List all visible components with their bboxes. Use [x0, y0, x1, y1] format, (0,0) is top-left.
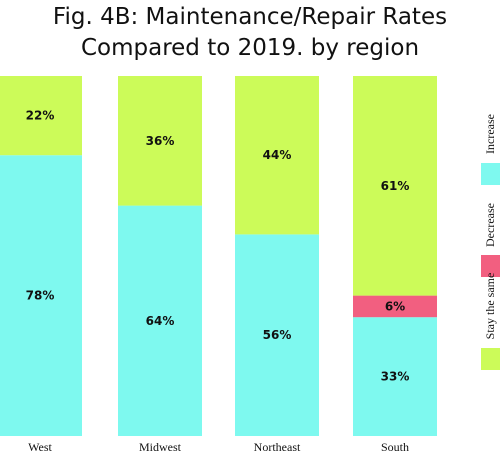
legend: Increase Decrease Stay the same: [481, 114, 500, 370]
value-labels-group: 78% 22% 64% 36% 56% 44% 33% 6% 61%: [26, 109, 410, 384]
value-label-south-increase: 33%: [381, 370, 410, 384]
category-labels-group: West Midwest Northeast South: [28, 440, 409, 454]
chart-title: Fig. 4B: Maintenance/Repair Rates Compar…: [0, 2, 500, 64]
value-label-west-increase: 78%: [26, 289, 55, 303]
category-label-south: South: [381, 440, 409, 454]
bar-northeast-stay-the-same: [235, 76, 319, 235]
bar-south-increase: [353, 317, 437, 436]
value-label-midwest-increase: 64%: [146, 314, 175, 328]
value-label-midwest-stay-the-same: 36%: [146, 134, 175, 148]
bar-south-stay-the-same: [353, 76, 437, 296]
legend-label-decrease: Decrease: [483, 203, 497, 247]
legend-label-increase: Increase: [483, 114, 497, 154]
chart-title-line-2: Compared to 2019. by region: [80, 35, 420, 61]
bar-northeast-increase: [235, 234, 319, 436]
value-label-south-stay-the-same: 61%: [381, 179, 410, 193]
legend-swatch-decrease: [481, 255, 500, 277]
category-label-northeast: Northeast: [254, 440, 301, 454]
bar-south-decrease: [353, 295, 437, 318]
legend-label-stay-the-same: Stay the same: [483, 273, 497, 340]
bar-west-stay-the-same: [0, 76, 82, 156]
category-label-midwest: Midwest: [139, 440, 182, 454]
bar-midwest-increase: [118, 205, 202, 436]
bar-west-increase: [0, 155, 82, 436]
value-label-northeast-increase: 56%: [263, 328, 292, 342]
value-label-northeast-stay-the-same: 44%: [263, 148, 292, 162]
legend-swatch-increase: [481, 163, 500, 185]
value-label-south-decrease: 6%: [385, 299, 405, 313]
value-label-west-stay-the-same: 22%: [26, 109, 55, 123]
bars-group: [0, 76, 437, 436]
category-label-west: West: [28, 440, 52, 454]
bar-midwest-stay-the-same: [118, 76, 202, 206]
legend-swatch-stay-the-same: [481, 348, 500, 370]
chart-title-line-1: Fig. 4B: Maintenance/Repair Rates: [52, 4, 448, 30]
